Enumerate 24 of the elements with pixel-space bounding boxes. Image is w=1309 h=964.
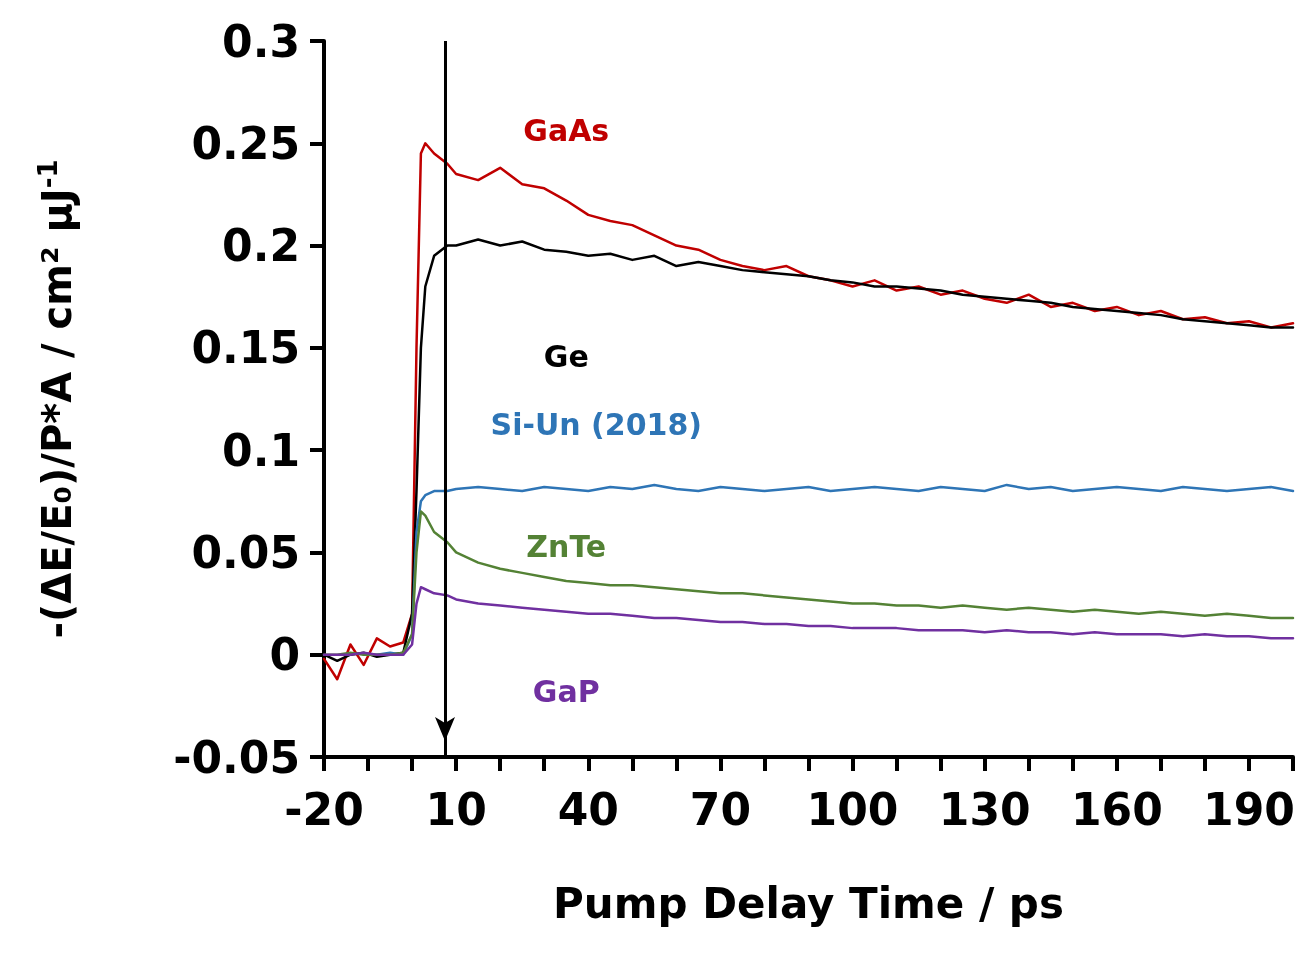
text: Ge (543, 339, 589, 375)
x-tick-label: -20 (284, 783, 364, 835)
y-tick-label: 0 (269, 629, 300, 681)
x-tick-label: 100 (806, 783, 899, 835)
x-tick-label: 190 (1203, 783, 1295, 835)
line-series (322, 585, 1295, 656)
x-tick-label: 160 (1070, 783, 1163, 835)
text: GaP (532, 674, 600, 710)
x-tick-label: 130 (938, 783, 1031, 835)
y-tick-label: 0.1 (222, 424, 300, 476)
x-tick-label: 70 (689, 783, 752, 835)
y-tick-label: 0.05 (191, 526, 300, 578)
x-tick-label: 10 (425, 783, 487, 835)
y-tick-label: 0.15 (191, 322, 300, 374)
x-axis-title: Pump Delay Time / ps (553, 878, 1064, 928)
x-tick-label: 40 (557, 783, 619, 835)
y-tick-label: 0.3 (222, 15, 300, 67)
series-label: Si-Un (2018) (490, 406, 702, 442)
y-tick-label: 0.2 (222, 220, 300, 272)
series-label: ZnTe (526, 528, 607, 564)
y-axis-title: -(ΔE/E₀)/P*A / cm² μJ-1 (33, 159, 80, 639)
y-tick-label: 0.25 (191, 117, 300, 169)
y-tick-label: -0.05 (173, 731, 300, 783)
series-label: GaAs (523, 113, 610, 149)
